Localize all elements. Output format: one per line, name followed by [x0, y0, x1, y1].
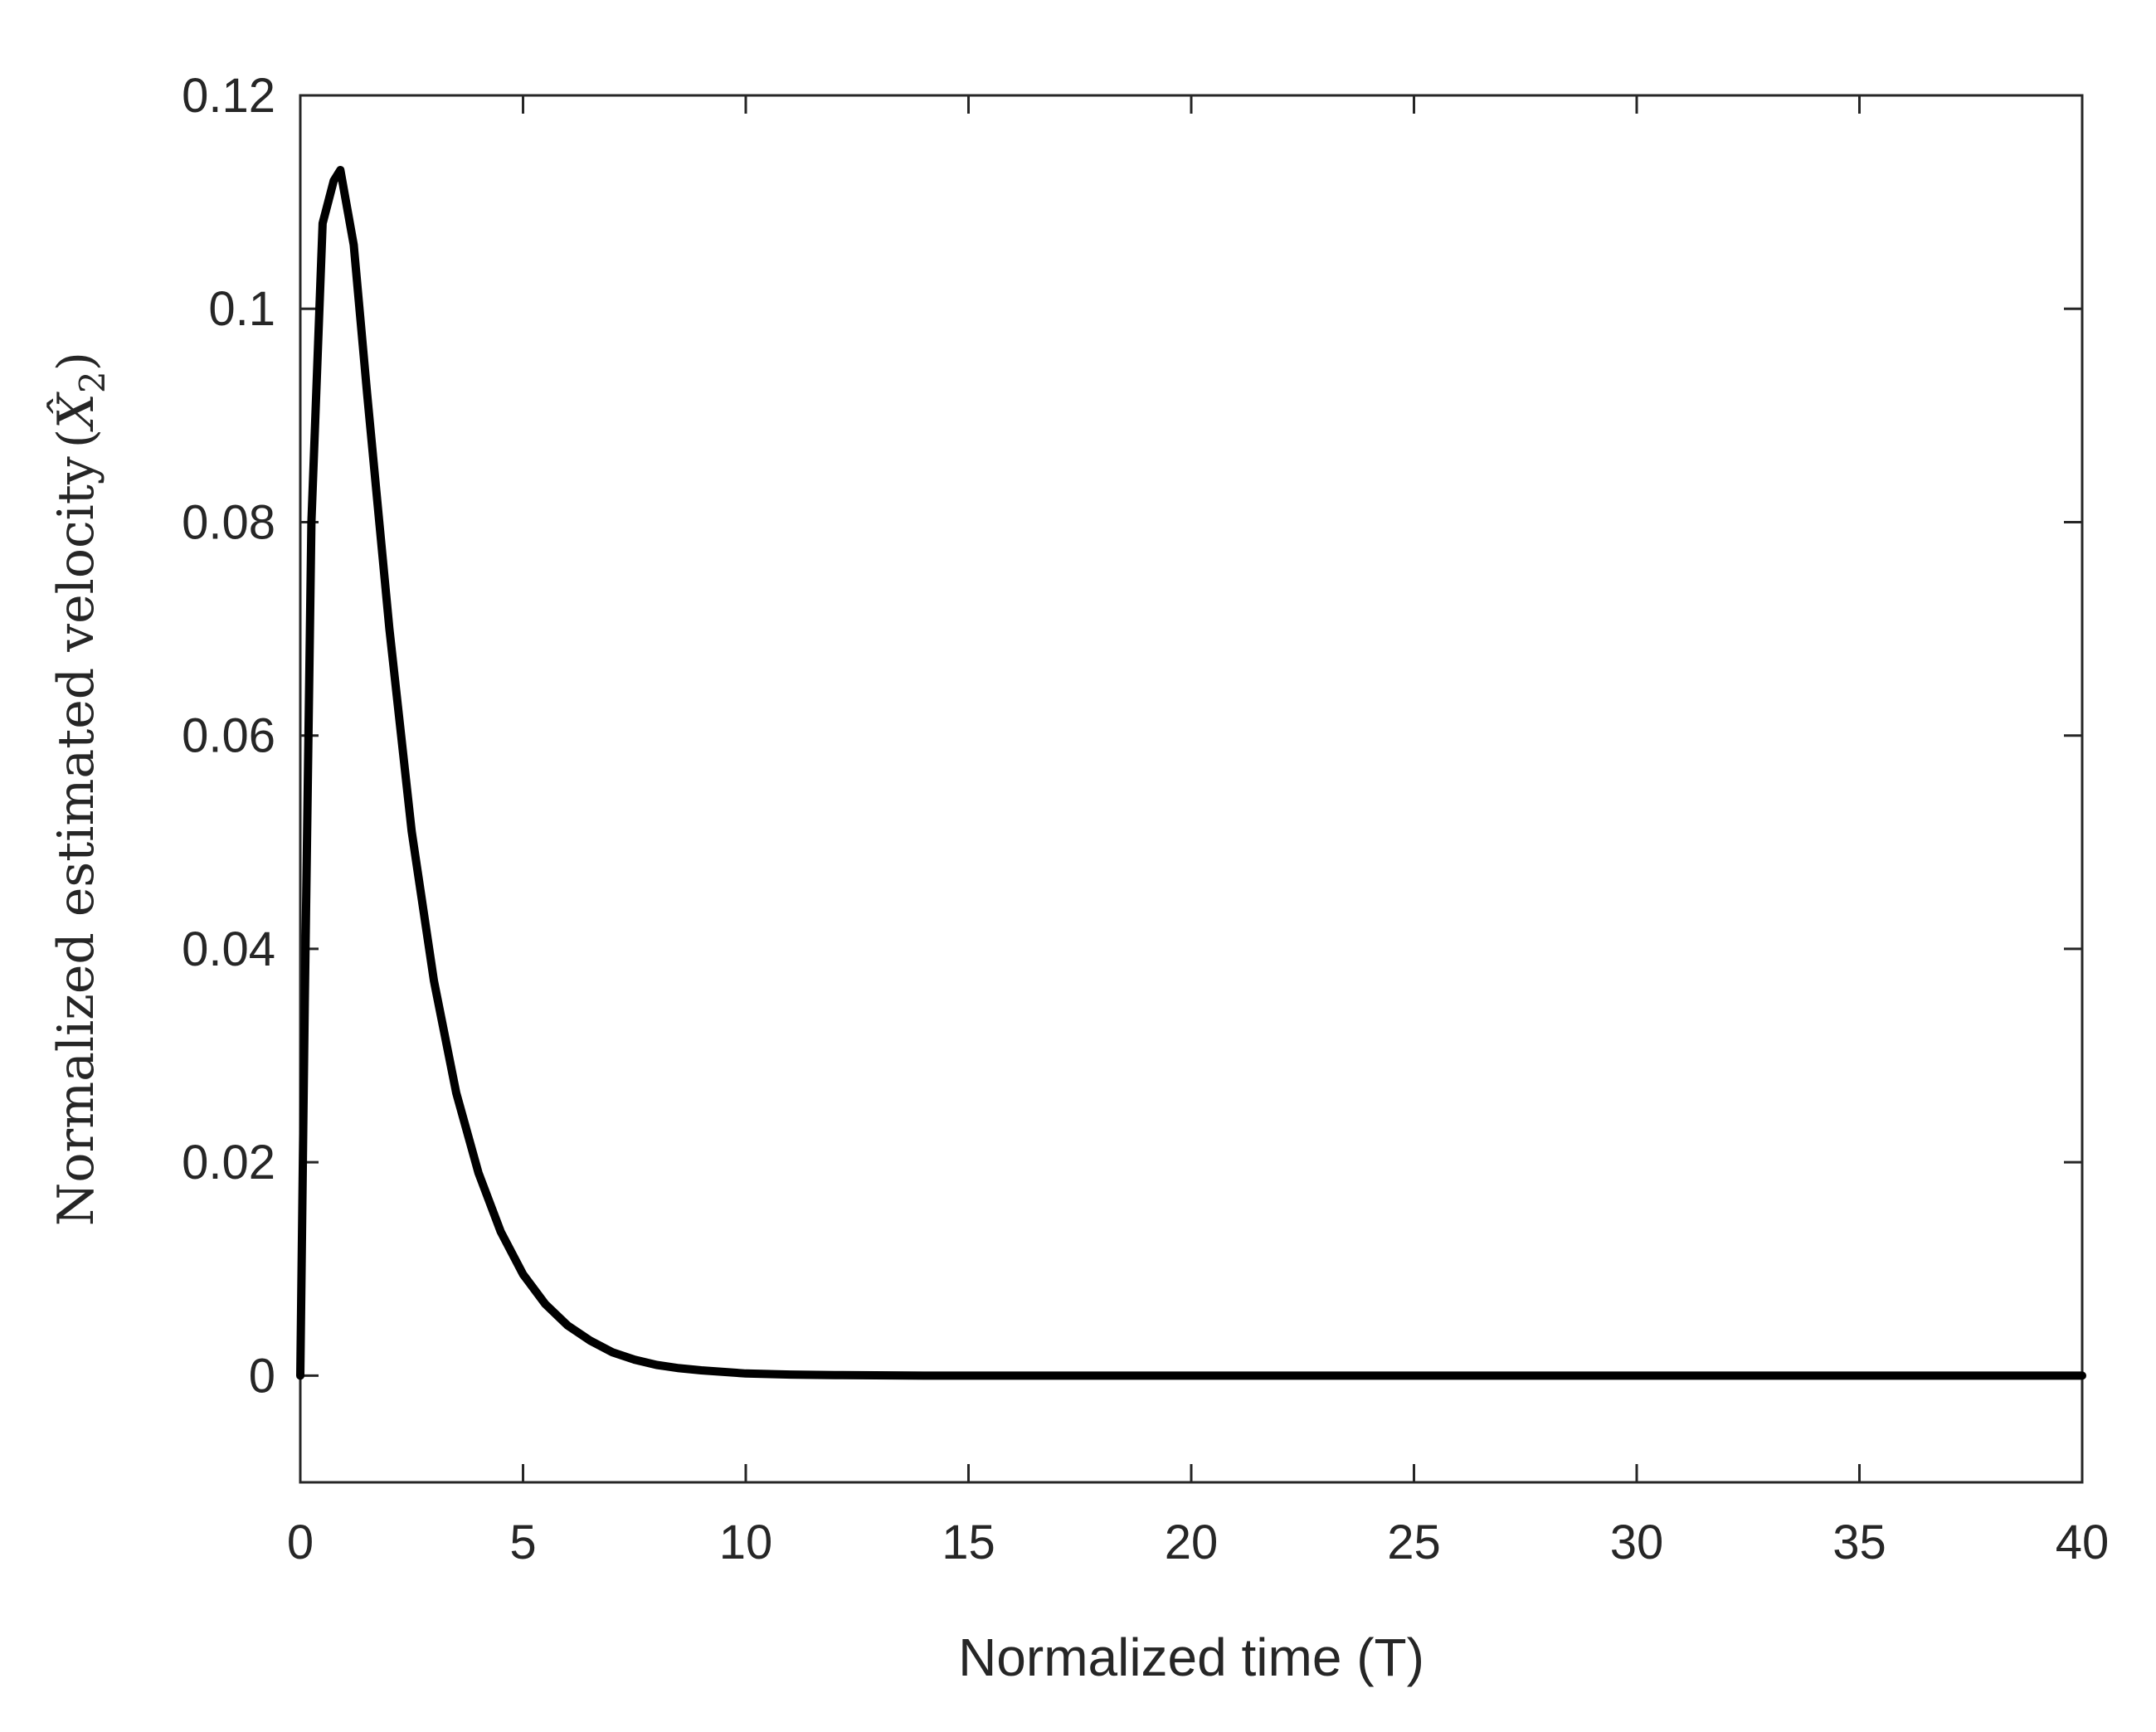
y-axis-label-subscript: 2 — [72, 371, 113, 393]
y-tick-label: 0.02 — [182, 1136, 275, 1190]
x-tick-label: 25 — [1387, 1516, 1441, 1569]
y-tick-label: 0.1 — [208, 282, 275, 336]
y-axis-label-text: Normalized estimated velocity — [47, 456, 105, 1226]
x-tick-label: 35 — [1832, 1516, 1886, 1569]
x-tick-label: 5 — [509, 1516, 536, 1569]
y-tick-label: 0.12 — [182, 69, 275, 123]
y-axis-label: Normalized estimated velocity(X̂2) — [46, 352, 113, 1226]
y-tick-label: 0 — [249, 1349, 275, 1403]
x-tick-label: 10 — [719, 1516, 773, 1569]
x-tick-label: 0 — [287, 1516, 314, 1569]
y-tick-label: 0.08 — [182, 495, 275, 549]
series-line — [296, 166, 2086, 1380]
y-tick-label: 0.04 — [182, 922, 275, 976]
x-tick-label: 30 — [1610, 1516, 1664, 1569]
x-tick-label: 40 — [2056, 1516, 2110, 1569]
plot-area — [299, 94, 2084, 1484]
x-tick-label: 15 — [942, 1516, 995, 1569]
x-tick-label: 20 — [1165, 1516, 1219, 1569]
x-axis-label: Normalized time (T) — [958, 1627, 1424, 1687]
tick-labels: 0 5 10 15 20 25 30 35 40 0 0.02 0.04 0.06 0.08 0.1 0.12 — [182, 69, 2109, 1569]
y-axis-label-group: Normalized estimated velocity(X̂2) — [46, 352, 113, 1226]
y-axis-label-symbol: X̂ — [46, 392, 105, 432]
y-tick-label: 0.06 — [182, 709, 275, 763]
